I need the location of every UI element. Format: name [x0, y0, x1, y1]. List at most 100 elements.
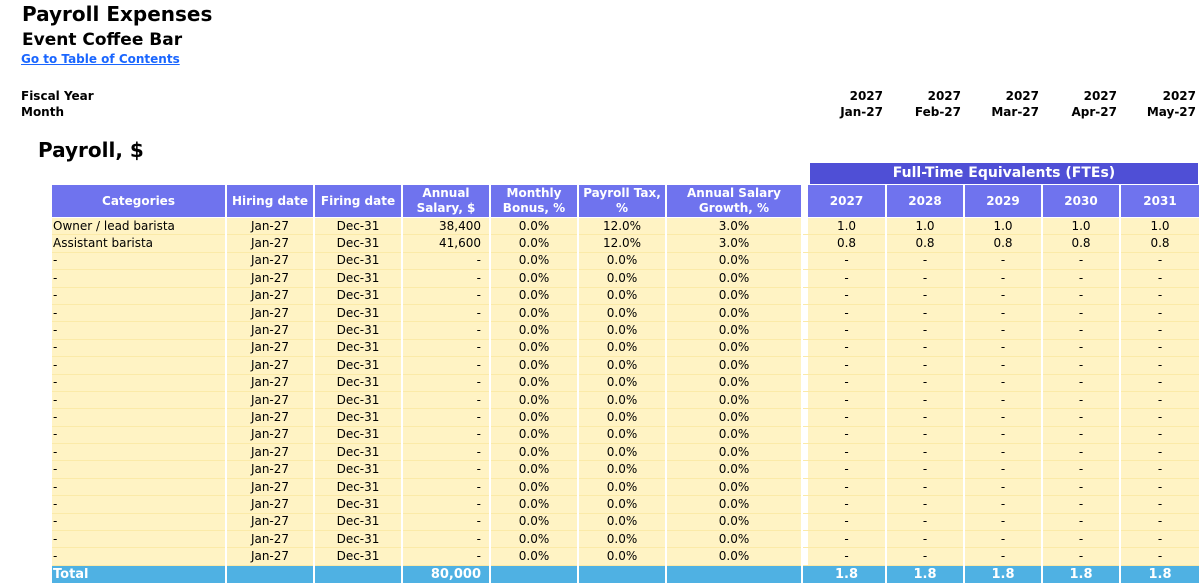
fte-cell[interactable]: -	[964, 530, 1043, 549]
fte-cell[interactable]: 1.0	[1042, 217, 1121, 236]
firing-date-cell[interactable]: Dec-31	[314, 460, 403, 479]
monthly-bonus-cell[interactable]: 0.0%	[490, 269, 579, 288]
category-cell[interactable]: -	[52, 391, 227, 410]
payroll-tax-cell[interactable]: 0.0%	[578, 321, 667, 340]
fte-cell[interactable]: -	[1120, 321, 1200, 340]
monthly-bonus-cell[interactable]: 0.0%	[490, 460, 579, 479]
annual-salary-cell[interactable]: -	[402, 547, 491, 566]
category-cell[interactable]: -	[52, 547, 227, 566]
fte-cell[interactable]: -	[886, 356, 965, 375]
fte-cell[interactable]: -	[886, 339, 965, 358]
fte-cell[interactable]: 1.0	[964, 217, 1043, 236]
fte-cell[interactable]: -	[808, 304, 887, 323]
hiring-date-cell[interactable]: Jan-27	[226, 426, 315, 445]
fte-cell[interactable]: -	[808, 547, 887, 566]
fte-cell[interactable]: -	[964, 443, 1043, 462]
firing-date-cell[interactable]: Dec-31	[314, 252, 403, 271]
toc-link[interactable]: Go to Table of Contents	[21, 52, 180, 66]
salary-growth-cell[interactable]: 0.0%	[666, 495, 803, 514]
firing-date-cell[interactable]: Dec-31	[314, 217, 403, 236]
monthly-bonus-cell[interactable]: 0.0%	[490, 217, 579, 236]
annual-salary-cell[interactable]: -	[402, 321, 491, 340]
hiring-date-cell[interactable]: Jan-27	[226, 217, 315, 236]
category-cell[interactable]: Assistant barista	[52, 234, 227, 253]
fte-cell[interactable]: -	[886, 287, 965, 305]
fte-cell[interactable]: -	[1042, 460, 1121, 479]
fte-cell[interactable]: -	[808, 269, 887, 288]
payroll-tax-cell[interactable]: 0.0%	[578, 513, 667, 532]
annual-salary-cell[interactable]: -	[402, 391, 491, 410]
fte-cell[interactable]: -	[1120, 269, 1200, 288]
monthly-bonus-cell[interactable]: 0.0%	[490, 321, 579, 340]
fte-cell[interactable]: -	[964, 391, 1043, 410]
annual-salary-cell[interactable]: -	[402, 478, 491, 497]
monthly-bonus-cell[interactable]: 0.0%	[490, 304, 579, 323]
fte-cell[interactable]: -	[808, 374, 887, 392]
salary-growth-cell[interactable]: 0.0%	[666, 478, 803, 497]
hiring-date-cell[interactable]: Jan-27	[226, 339, 315, 358]
fte-cell[interactable]: -	[808, 356, 887, 375]
fte-cell[interactable]: 0.8	[1042, 234, 1121, 253]
salary-growth-cell[interactable]: 0.0%	[666, 339, 803, 358]
payroll-tax-cell[interactable]: 0.0%	[578, 530, 667, 549]
firing-date-cell[interactable]: Dec-31	[314, 478, 403, 497]
payroll-tax-cell[interactable]: 0.0%	[578, 252, 667, 271]
category-cell[interactable]: Owner / lead barista	[52, 217, 227, 236]
category-cell[interactable]: -	[52, 252, 227, 271]
firing-date-cell[interactable]: Dec-31	[314, 530, 403, 549]
monthly-bonus-cell[interactable]: 0.0%	[490, 391, 579, 410]
category-cell[interactable]: -	[52, 478, 227, 497]
salary-growth-cell[interactable]: 0.0%	[666, 321, 803, 340]
fte-cell[interactable]: -	[886, 391, 965, 410]
annual-salary-cell[interactable]: -	[402, 269, 491, 288]
fte-cell[interactable]: -	[808, 513, 887, 532]
fte-cell[interactable]: -	[886, 547, 965, 566]
hiring-date-cell[interactable]: Jan-27	[226, 374, 315, 392]
fte-cell[interactable]: -	[886, 321, 965, 340]
fte-cell[interactable]: -	[964, 339, 1043, 358]
fte-cell[interactable]: -	[886, 478, 965, 497]
category-cell[interactable]: -	[52, 530, 227, 549]
fte-cell[interactable]: -	[808, 495, 887, 514]
monthly-bonus-cell[interactable]: 0.0%	[490, 426, 579, 445]
fte-cell[interactable]: -	[1042, 339, 1121, 358]
salary-growth-cell[interactable]: 0.0%	[666, 287, 803, 305]
fte-cell[interactable]: -	[808, 321, 887, 340]
fte-cell[interactable]: -	[1042, 269, 1121, 288]
annual-salary-cell[interactable]: -	[402, 408, 491, 427]
monthly-bonus-cell[interactable]: 0.0%	[490, 234, 579, 253]
salary-growth-cell[interactable]: 0.0%	[666, 304, 803, 323]
fte-cell[interactable]: -	[964, 547, 1043, 566]
category-cell[interactable]: -	[52, 287, 227, 305]
payroll-tax-cell[interactable]: 0.0%	[578, 391, 667, 410]
salary-growth-cell[interactable]: 0.0%	[666, 408, 803, 427]
category-cell[interactable]: -	[52, 513, 227, 532]
fte-cell[interactable]: 0.8	[1120, 234, 1200, 253]
payroll-tax-cell[interactable]: 0.0%	[578, 304, 667, 323]
payroll-tax-cell[interactable]: 0.0%	[578, 287, 667, 305]
fte-cell[interactable]: -	[808, 408, 887, 427]
fte-cell[interactable]: -	[1042, 374, 1121, 392]
firing-date-cell[interactable]: Dec-31	[314, 547, 403, 566]
fte-cell[interactable]: -	[1120, 478, 1200, 497]
firing-date-cell[interactable]: Dec-31	[314, 426, 403, 445]
fte-cell[interactable]: -	[964, 495, 1043, 514]
fte-cell[interactable]: -	[808, 530, 887, 549]
hiring-date-cell[interactable]: Jan-27	[226, 356, 315, 375]
fte-cell[interactable]: 0.8	[964, 234, 1043, 253]
fte-cell[interactable]: -	[964, 374, 1043, 392]
annual-salary-cell[interactable]: 41,600	[402, 234, 491, 253]
fte-cell[interactable]: -	[886, 304, 965, 323]
hiring-date-cell[interactable]: Jan-27	[226, 530, 315, 549]
fte-cell[interactable]: -	[886, 426, 965, 445]
fte-cell[interactable]: -	[964, 408, 1043, 427]
firing-date-cell[interactable]: Dec-31	[314, 443, 403, 462]
fte-cell[interactable]: -	[964, 426, 1043, 445]
fte-cell[interactable]: 0.8	[808, 234, 887, 253]
annual-salary-cell[interactable]: -	[402, 374, 491, 392]
payroll-tax-cell[interactable]: 0.0%	[578, 408, 667, 427]
firing-date-cell[interactable]: Dec-31	[314, 513, 403, 532]
fte-cell[interactable]: -	[1120, 513, 1200, 532]
payroll-tax-cell[interactable]: 0.0%	[578, 269, 667, 288]
firing-date-cell[interactable]: Dec-31	[314, 356, 403, 375]
